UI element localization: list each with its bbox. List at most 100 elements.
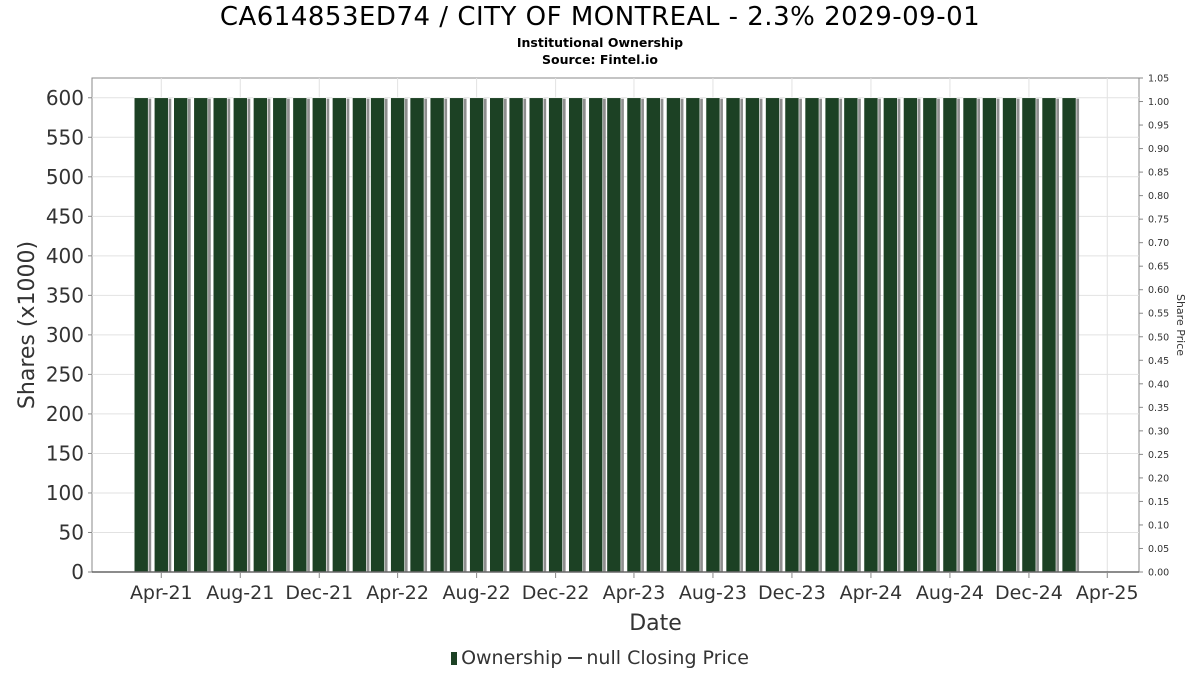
ownership-bar [133,97,149,573]
y-tick-label: 500 [46,165,84,189]
ownership-bar [666,97,681,573]
y2-tick-label: 0.85 [1148,168,1169,179]
ownership-bar [646,97,661,573]
x-tick-label: Apr-22 [366,582,429,604]
ownership-bar [1002,97,1017,573]
y2-tick-label: 0.35 [1148,403,1169,414]
legend-price-label: null Closing Price [586,647,749,669]
ownership-bar [784,97,800,573]
ownership-bar [409,97,425,573]
ownership-bar [982,97,997,573]
ownership-bar [212,97,228,573]
ownership-bar [588,97,604,573]
ownership-bar [489,97,504,573]
ownership-bar [626,97,642,573]
ownership-bar [508,97,524,573]
y2-tick-label: 0.05 [1148,544,1169,555]
y2-tick-label: 0.50 [1148,332,1169,343]
legend-price-swatch [568,657,583,659]
ownership-bar [725,97,741,573]
ownership-bar [922,97,938,573]
y2-tick-label: 1.00 [1148,97,1169,108]
chart-title: CA614853ED74 / CITY OF MONTREAL - 2.3% 2… [219,2,981,32]
x-tick-label: Apr-25 [1076,582,1139,604]
x-tick-label: Apr-23 [603,582,666,604]
y-tick-label: 350 [46,283,84,307]
y2-tick-label: 0.20 [1148,473,1169,484]
x-tick-label: Aug-24 [916,582,984,604]
x-tick-label: Dec-22 [522,582,590,604]
y-tick-label: 200 [46,402,84,426]
ownership-bar [942,97,958,573]
ownership-bar [568,97,583,573]
y-axis-label: Shares (x1000) [15,241,40,409]
ownership-bar [272,97,288,573]
ownership-bar [352,97,367,573]
ownership-bar [232,97,248,573]
ownership-bar [705,97,721,573]
y-tick-label: 0 [71,560,84,584]
y-tick-label: 300 [46,323,84,347]
ownership-bar [173,97,189,573]
x-tick-label: Dec-23 [758,582,826,604]
chart-source: Source: Fintel.io [542,52,658,67]
ownership-bar [824,97,840,573]
y2-tick-label: 0.45 [1148,356,1169,367]
legend-ownership-swatch [451,652,458,665]
y-tick-label: 100 [46,481,84,505]
y2-tick-label: 0.80 [1148,191,1169,202]
ownership-bar [253,97,268,573]
y2-tick-label: 0.40 [1148,379,1169,390]
y-tick-label: 600 [46,86,84,110]
ownership-bar [1021,97,1037,573]
y-tick-label: 400 [46,244,84,268]
ownership-bar [292,97,308,573]
ownership-bar [843,97,859,573]
y2-tick-label: 0.90 [1148,144,1169,155]
ownership-bar [193,97,209,573]
ownership-bar [745,97,760,573]
ownership-bar [1061,97,1077,573]
ownership-bar [469,97,484,573]
ownership-bar [390,97,405,573]
chart-subtitle: Institutional Ownership [516,35,684,50]
x-tick-label: Aug-21 [206,582,274,604]
y2-tick-label: 0.60 [1148,285,1169,296]
y2-tick-label: 0.15 [1148,497,1169,508]
x-tick-label: Dec-21 [285,582,353,604]
y-tick-label: 550 [46,125,84,149]
ownership-bar [311,97,327,573]
ownership-chart: 0 50 100 150 200 250 300 350 400 450 500 550 600 Apr-… [15,74,1187,637]
ownership-bar [449,97,464,573]
y2-tick-label: 0.00 [1148,568,1169,579]
ownership-bar [863,97,879,573]
ownership-bar [548,97,563,573]
ownership-bar [962,97,978,573]
ownership-bar [332,97,347,573]
y2-tick-label: 0.95 [1148,121,1169,132]
ownership-bar [903,97,918,573]
ownership-bar [370,97,385,573]
y2-tick-label: 1.05 [1148,74,1169,85]
ownership-bar [606,97,622,573]
ownership-bar [429,97,445,573]
y-tick-label: 150 [46,441,84,465]
y2-tick-label: 0.25 [1148,450,1169,461]
y-tick-label: 250 [46,362,84,386]
x-tick-label: Aug-22 [443,582,511,604]
ownership-bar [1041,97,1057,573]
y2-tick-label: 0.10 [1148,520,1169,531]
ownership-bar [804,97,820,573]
y2-tick-label: 0.30 [1148,426,1169,437]
x-tick-label: Apr-21 [130,582,193,604]
ownership-bar [153,97,169,573]
ownership-bar [765,97,780,573]
y2-tick-label: 0.75 [1148,215,1169,226]
y2-tick-label: 0.65 [1148,262,1169,273]
x-tick-label: Aug-23 [679,582,747,604]
y2-tick-label: 0.55 [1148,309,1169,320]
legend-ownership-label: Ownership [461,647,563,669]
x-tick-label: Apr-24 [840,582,903,604]
x-axis-label: Date [629,611,682,636]
ownership-bar [883,97,898,573]
